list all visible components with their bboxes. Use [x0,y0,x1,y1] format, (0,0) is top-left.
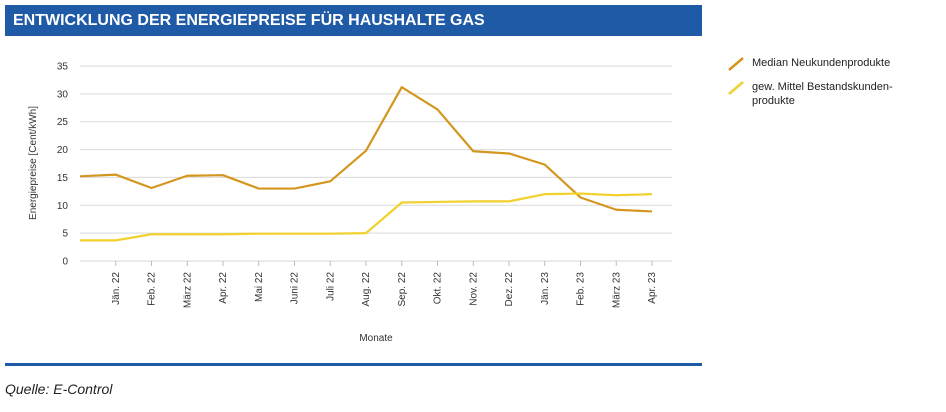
title-bar: ENTWICKLUNG DER ENERGIEPREISE FÜR HAUSHA… [5,5,702,36]
legend-item: gew. Mittel Bestandskunden-produkte [728,80,912,108]
x-tick-label: Sep. 22 [397,272,408,307]
legend-line [728,57,744,71]
x-tick-label: Feb. 23 [576,272,587,306]
x-tick-label: Jän. 23 [540,272,551,305]
x-tick-label: Okt. 22 [433,272,444,305]
x-tick-label: März 22 [182,272,193,309]
legend-swatch [728,81,744,95]
x-axis-label: Monate [359,333,393,344]
y-tick-label: 35 [57,62,69,73]
y-tick-label: 25 [57,117,69,128]
x-tick-label: Juni 22 [290,272,301,305]
x-tick-label: Jän. 22 [111,272,122,305]
y-tick-label: 30 [57,89,69,100]
y-tick-label: 20 [57,145,69,156]
y-tick-label: 5 [62,229,68,240]
x-tick-label: Apr. 23 [647,272,658,304]
x-tick-label: Nov. 22 [468,272,479,306]
legend-label: gew. Mittel Bestandskunden-produkte [752,81,893,107]
y-tick-label: 0 [62,257,68,268]
y-tick-label: 15 [57,173,69,184]
x-tick-label: Feb. 22 [147,272,158,306]
legend-swatch [728,57,744,71]
x-tick-label: Dez. 22 [504,272,515,307]
x-tick-label: Mai 22 [254,272,265,302]
chart-panel [5,36,702,366]
source: Quelle: E-Control [5,381,113,397]
legend: Median Neukundenprodukte gew. Mittel Best… [728,56,912,118]
x-tick-label: Apr. 22 [218,272,229,304]
x-tick-label: Juli 22 [325,272,336,301]
y-tick-label: 10 [57,201,69,212]
legend-line [728,81,744,95]
y-axis-label: Energiepreise [Cent/kWh] [28,106,39,220]
legend-label: Median Neukundenprodukte [752,57,891,69]
x-tick-label: März 23 [611,272,622,309]
legend-item: Median Neukundenprodukte [728,56,912,71]
line-series [80,192,653,242]
line-series [79,86,653,213]
x-tick-label: Aug. 22 [361,272,372,307]
